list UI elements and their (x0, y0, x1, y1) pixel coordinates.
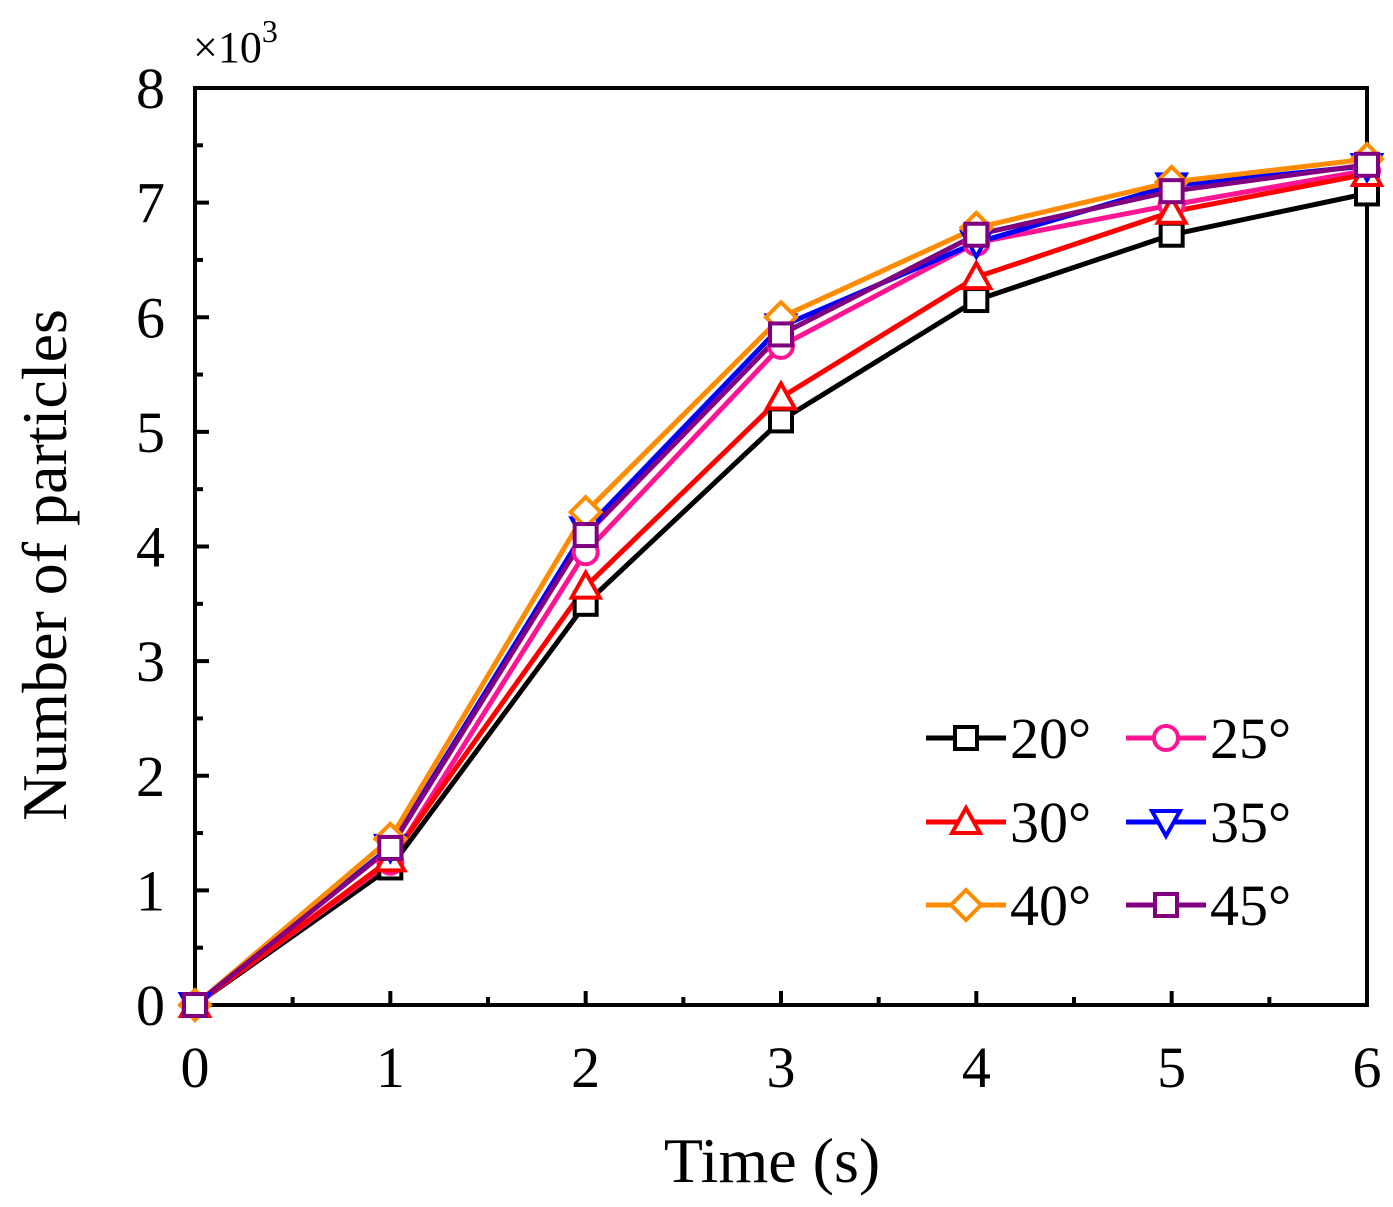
x-axis-ticks (193, 991, 1369, 1005)
data-point-series-5 (768, 321, 794, 348)
legend-label: 45° (1210, 873, 1291, 938)
y-tick-label: 8 (136, 56, 165, 121)
legend-marker (1153, 892, 1179, 918)
x-tick-label: 2 (571, 1035, 600, 1100)
y-tick-label: 3 (136, 629, 165, 694)
data-point-series-5 (963, 221, 990, 248)
y-tick-label: 0 (136, 973, 165, 1038)
y-tick-label: 7 (136, 171, 165, 236)
legend-label: 30° (1010, 790, 1091, 855)
data-point-series-5 (1354, 151, 1380, 178)
legend-label: 25° (1210, 706, 1291, 771)
data-point-series-5 (377, 834, 404, 861)
y-tick-label: 2 (136, 744, 165, 809)
legend-item-0: 20° (926, 706, 1091, 771)
x-tick-label: 0 (181, 1035, 210, 1100)
y-axis-tick-labels: 0 1 2 3 4 5 6 7 8 (136, 56, 165, 1038)
data-point-series-0 (963, 287, 990, 314)
x-axis-title: Time (s) (664, 1125, 880, 1196)
legend-marker (948, 803, 984, 835)
x-axis-tick-labels: 0 1 2 3 4 5 6 (181, 1035, 1382, 1100)
y-axis-title: Number of particles (9, 309, 80, 821)
plot-frame (193, 86, 1369, 1007)
legend-item-1: 25° (1126, 706, 1291, 771)
legend-item-4: 40° (926, 873, 1091, 938)
data-point-series-2 (958, 259, 994, 291)
x-tick-label: 4 (962, 1035, 991, 1100)
data-point-series-0 (1158, 221, 1185, 248)
data-point-series-2 (568, 568, 604, 600)
x-tick-label: 1 (376, 1035, 405, 1100)
legend-marker (1148, 809, 1184, 841)
y-axis-multiplier: ×103 (193, 13, 278, 72)
legend-marker (948, 887, 984, 923)
legend-marker (1152, 724, 1180, 752)
legend: 20° 25° 30° 35° 40° 45° (926, 706, 1291, 938)
legend-marker (953, 725, 979, 751)
data-point-series-5 (182, 992, 208, 1018)
y-tick-label: 6 (136, 285, 165, 350)
series-markers (177, 141, 1385, 1024)
y-tick-label: 1 (136, 858, 165, 923)
x-tick-label: 5 (1157, 1035, 1186, 1100)
legend-item-3: 35° (1126, 790, 1291, 855)
legend-label: 20° (1010, 706, 1091, 771)
y-tick-label: 5 (136, 400, 165, 465)
y-axis-ticks (195, 86, 209, 1007)
data-point-series-5 (572, 522, 599, 549)
legend-item-2: 30° (926, 790, 1091, 855)
x-tick-label: 6 (1353, 1035, 1382, 1100)
data-point-series-5 (1158, 178, 1185, 205)
legend-item-5: 45° (1126, 873, 1291, 938)
x-tick-label: 3 (767, 1035, 796, 1100)
data-point-series-0 (768, 407, 794, 434)
series-lines (193, 156, 1368, 1008)
data-point-series-2 (1154, 193, 1190, 225)
data-point-series-2 (763, 379, 799, 411)
y-tick-label: 4 (136, 515, 165, 580)
legend-label: 40° (1010, 873, 1091, 938)
legend-label: 35° (1210, 790, 1291, 855)
